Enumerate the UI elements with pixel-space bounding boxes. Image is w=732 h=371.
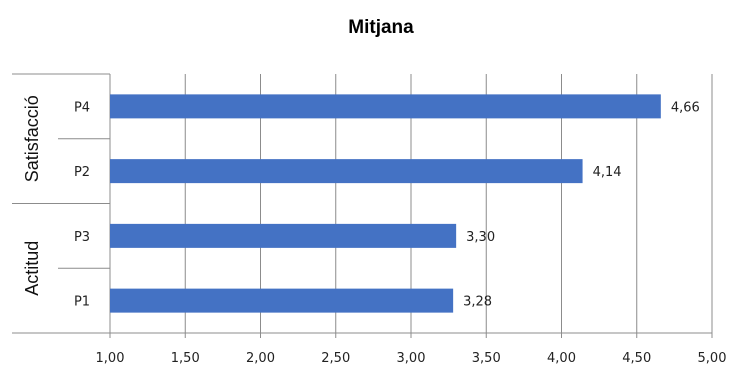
x-tick-label: 3,50 [472,351,501,366]
value-label-P2: 4,14 [593,165,622,180]
value-label-P3: 3,30 [466,230,495,245]
x-tick-label: 2,50 [321,351,350,366]
category-label-P2: P2 [74,165,90,180]
category-label-P4: P4 [74,100,90,115]
x-tick-label: 4,50 [622,351,651,366]
x-tick-label: 4,00 [547,351,576,366]
x-tick-label: 3,00 [397,351,426,366]
chart-title: Mitjana [348,17,414,38]
bar-P1 [110,288,454,313]
bar-P4 [110,94,661,119]
x-tick-label: 2,00 [246,351,275,366]
x-tick-label: 1,50 [171,351,200,366]
bar-P2 [110,159,583,184]
category-label-P3: P3 [74,230,90,245]
category-label-P1: P1 [74,295,90,310]
labels: 1,00 1,50 2,00 2,50 3,00 3,50 4,00 4,50 5,00 P4 4,… [22,95,726,366]
value-label-P4: 4,66 [671,100,700,115]
bar-P3 [110,223,457,248]
bars [110,94,661,313]
group-label-1: Actitud [22,241,42,296]
x-tick-label: 1,00 [96,351,125,366]
value-label-P1: 3,28 [463,295,492,310]
x-tick-label: 5,00 [698,351,727,366]
group-label-0: Satisfacció [22,95,42,182]
